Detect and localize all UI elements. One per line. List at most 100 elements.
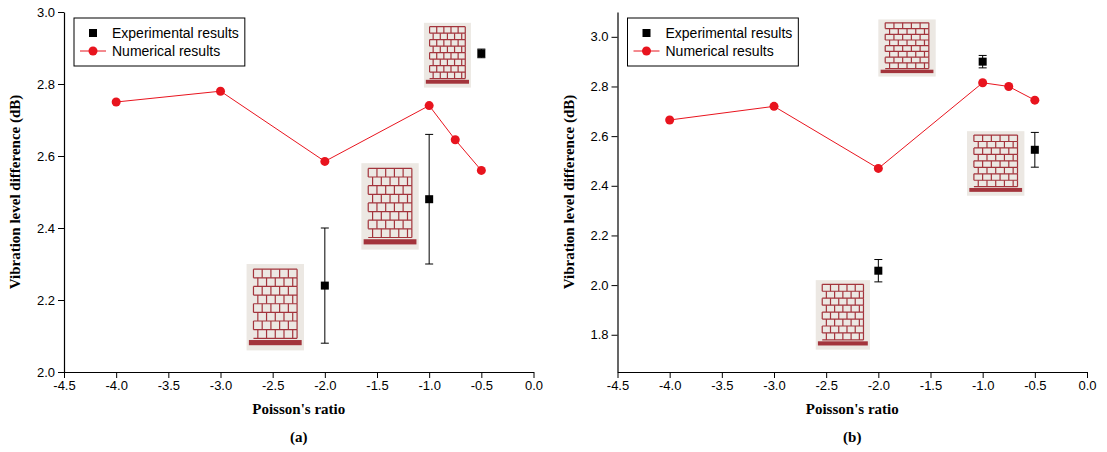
- error-bar: [425, 134, 433, 264]
- photo-line: [1017, 174, 1018, 180]
- y-tick-mark: [58, 156, 64, 157]
- y-tick-label: 2.2: [37, 293, 55, 308]
- y-tick: 2.2: [590, 228, 617, 243]
- photo-line: [928, 57, 929, 63]
- photo-line: [458, 27, 459, 33]
- x-tick-label: -4.0: [105, 378, 127, 393]
- photo-line: [826, 305, 827, 312]
- x-tick-label: -3.0: [210, 378, 232, 393]
- photo-line: [436, 40, 437, 46]
- photo-base: [818, 341, 868, 345]
- photo-line: [898, 40, 899, 46]
- x-tick: 0.0: [1078, 372, 1096, 393]
- x-tick-mark: [64, 372, 65, 378]
- photo-ground: [816, 280, 870, 350]
- photo-line: [982, 148, 983, 154]
- series: [112, 87, 486, 175]
- photo-line: [461, 59, 462, 65]
- photo-line: [1013, 167, 1014, 173]
- data-point: [216, 87, 225, 96]
- photo-line: [372, 229, 373, 238]
- photo-line: [974, 186, 1018, 187]
- photo-line: [830, 298, 831, 305]
- photo-line: [889, 40, 890, 46]
- photo-line: [906, 63, 907, 69]
- data-point: [665, 116, 674, 125]
- photo-line: [885, 68, 929, 69]
- photo-line: [389, 212, 390, 221]
- photo-line: [838, 326, 839, 333]
- y-tick: 2.8: [590, 79, 617, 94]
- photo-line: [911, 57, 912, 63]
- photo-line: [376, 168, 377, 177]
- photo-line: [403, 203, 404, 212]
- y-tick: 2.6: [37, 149, 64, 164]
- photo-line: [262, 321, 263, 330]
- photo-line: [911, 34, 912, 40]
- data-point: [477, 166, 486, 175]
- photo-line: [863, 291, 864, 298]
- photo-line: [842, 291, 843, 298]
- photo-base: [364, 239, 417, 244]
- photo-ground: [247, 264, 304, 350]
- x-tick-mark: [722, 372, 723, 378]
- photo-line: [376, 203, 377, 212]
- x-tick-mark: [273, 372, 274, 378]
- y-tick-mark: [58, 300, 64, 301]
- photo-line: [978, 180, 979, 186]
- photo-line: [398, 212, 399, 221]
- photo-line: [898, 29, 899, 35]
- photo-line: [372, 177, 373, 186]
- photo-line: [982, 135, 983, 141]
- photo-line: [398, 194, 399, 203]
- x-tick-label: -4.5: [607, 378, 629, 393]
- photo-line: [381, 212, 382, 221]
- photo-line: [465, 66, 466, 72]
- photo-line: [920, 34, 921, 40]
- photo-line: [834, 305, 835, 312]
- photo-line: [443, 66, 444, 72]
- x-tick-mark: [377, 372, 378, 378]
- photo-line: [385, 168, 386, 177]
- x-tick-mark: [429, 372, 430, 378]
- photo-line: [855, 326, 856, 333]
- photo-line: [450, 40, 451, 46]
- panel-title: (a): [290, 429, 308, 446]
- x-axis-title: Poisson's ratio: [806, 401, 899, 417]
- series-line: [670, 83, 1035, 169]
- photo-line: [275, 330, 276, 339]
- photo-line: [461, 33, 462, 39]
- photo-line: [974, 134, 1018, 135]
- photo-line: [407, 194, 408, 203]
- photo-line: [368, 168, 369, 177]
- photo-line: [863, 319, 864, 326]
- data-point: [425, 101, 434, 110]
- photo-line: [266, 312, 267, 321]
- photo-line: [394, 186, 395, 195]
- photo-line: [465, 46, 466, 52]
- photo-line: [885, 23, 886, 29]
- x-tick-label: -4.5: [53, 378, 75, 393]
- y-tick-mark: [612, 37, 618, 38]
- photo-line: [296, 321, 297, 330]
- x-tick-label: -0.5: [471, 378, 493, 393]
- y-tick-label: 2.6: [37, 149, 55, 164]
- photo-line: [982, 161, 983, 167]
- photo-line: [1004, 167, 1005, 173]
- legend-marker: [89, 29, 97, 37]
- photo-line: [447, 46, 448, 52]
- photo-line: [381, 194, 382, 203]
- photo-line: [407, 212, 408, 221]
- photo-line: [893, 57, 894, 63]
- photo-line: [928, 29, 929, 35]
- photo-base: [881, 70, 934, 73]
- photo-line: [924, 63, 925, 69]
- photo-line: [279, 269, 280, 278]
- photo-line: [275, 295, 276, 304]
- data-point: [770, 102, 779, 111]
- error-bar-cap: [321, 228, 329, 229]
- photo-line: [411, 168, 412, 177]
- x-axis-line: [65, 372, 535, 373]
- photo-line: [407, 229, 408, 238]
- photo-line: [911, 23, 912, 29]
